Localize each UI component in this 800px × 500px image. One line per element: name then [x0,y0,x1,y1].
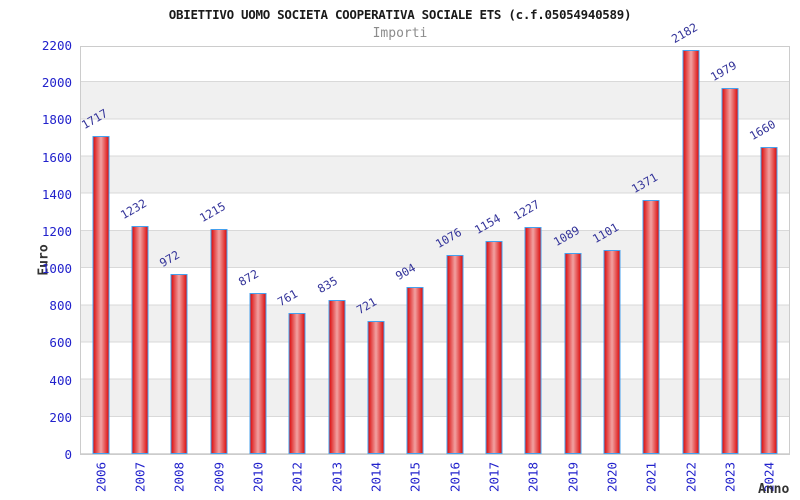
bar [210,229,228,454]
bar-slot: 1232 2007 [117,47,159,492]
bar-value-label: 972 [157,247,183,271]
x-tick-label: 2016 [447,461,463,493]
bar-value-label: 1717 [78,106,110,133]
bar [721,87,739,454]
bar-value-label: 872 [235,266,261,289]
bar-value-label: 1979 [707,57,739,84]
x-tick-label: 2020 [604,461,620,493]
plot-area: 1717 2006 1232 2007 972 2008 1215 2009 872 2010 76… [78,20,790,493]
bar-slot: 1227 2018 [511,47,553,492]
bar-slot: 904 2015 [393,47,435,492]
y-tick-label: 600 [49,335,72,351]
bar-value-label: 1232 [117,196,149,223]
bar [485,240,503,454]
x-tick-label: 2023 [722,461,738,493]
bar-slot: 972 2008 [157,47,199,492]
y-tick-label: 400 [49,372,72,388]
bar-value-label: 1215 [196,199,228,226]
x-tick-label: 2007 [132,461,148,493]
bar [92,136,110,454]
bar-value-label: 1371 [629,170,661,197]
x-tick-label: 2010 [250,461,266,493]
bar-slot: 1101 2020 [589,47,631,492]
bar [170,274,188,454]
bar-slot: 872 2010 [235,47,277,492]
y-tick-label: 1000 [41,261,72,277]
bar-slot: 835 2013 [314,47,356,492]
y-tick-label: 1200 [41,223,72,239]
y-tick-label: 2200 [41,38,72,53]
bar-slot: 2182 2022 [669,20,710,492]
bar-value-label: 2182 [668,20,700,47]
y-tick-label: 1800 [41,112,72,128]
x-tick-label: 2018 [525,461,541,493]
bar [760,146,778,454]
bar-value-label: 835 [314,273,340,296]
bar [564,252,582,454]
bar-value-label: 1227 [511,197,543,224]
bar-slot: 1076 2016 [432,47,474,492]
bar-slot: 721 2014 [353,47,395,492]
bar-slot: 1215 2009 [196,47,238,492]
bar-value-label: 1660 [747,116,779,143]
bar-value-label: 1101 [589,220,621,247]
bar-value-label: 761 [275,286,301,310]
bar-slot: 1371 2021 [629,47,671,492]
x-tick-label: 2019 [565,461,581,493]
chart-subtitle: Importi [372,26,428,41]
bar [131,226,149,454]
bar-slot: 1717 2006 [78,47,120,492]
bar [406,286,424,454]
bar [603,250,621,454]
x-tick-label: 2006 [93,461,109,493]
bar-slot: 1089 2019 [550,47,592,492]
bar-value-label: 1076 [432,224,464,251]
bar [642,200,660,454]
x-tick-label: 2013 [329,461,345,493]
x-tick-label: 2012 [289,461,305,493]
y-tick-label: 2000 [41,75,72,91]
y-tick-label: 800 [49,298,72,314]
y-tick-label: 0 [64,447,72,462]
bar [328,299,346,454]
x-tick-label: 2009 [211,461,227,493]
x-tick-label: 2008 [171,461,187,493]
x-tick-label: 2017 [486,461,502,493]
x-axis-title: Anno [758,482,790,497]
bar [524,227,542,454]
bar [446,254,464,454]
x-tick-label: 2014 [368,461,384,493]
bar [367,320,385,454]
bar [288,313,306,454]
y-tick-label: 200 [49,409,72,425]
bar-value-label: 1089 [550,222,582,249]
x-tick-label: 2022 [683,461,699,493]
bar-slot: 1979 2023 [707,47,749,492]
bar-value-label: 721 [353,294,379,317]
bar-slot: 1154 2017 [471,47,513,493]
bar [249,292,267,454]
bar [682,50,700,454]
bar-slot: 1660 2024 [747,47,789,492]
bar-slot: 761 2012 [275,47,317,492]
x-tick-label: 2021 [643,461,659,493]
chart-title: OBIETTIVO UOMO SOCIETA COOPERATIVA SOCIA… [168,7,632,22]
y-tick-label: 1400 [41,186,72,202]
y-tick-label: 1600 [41,149,72,165]
bar-value-label: 904 [393,260,419,283]
bar-value-label: 1154 [471,210,503,237]
x-tick-label: 2015 [407,461,423,493]
